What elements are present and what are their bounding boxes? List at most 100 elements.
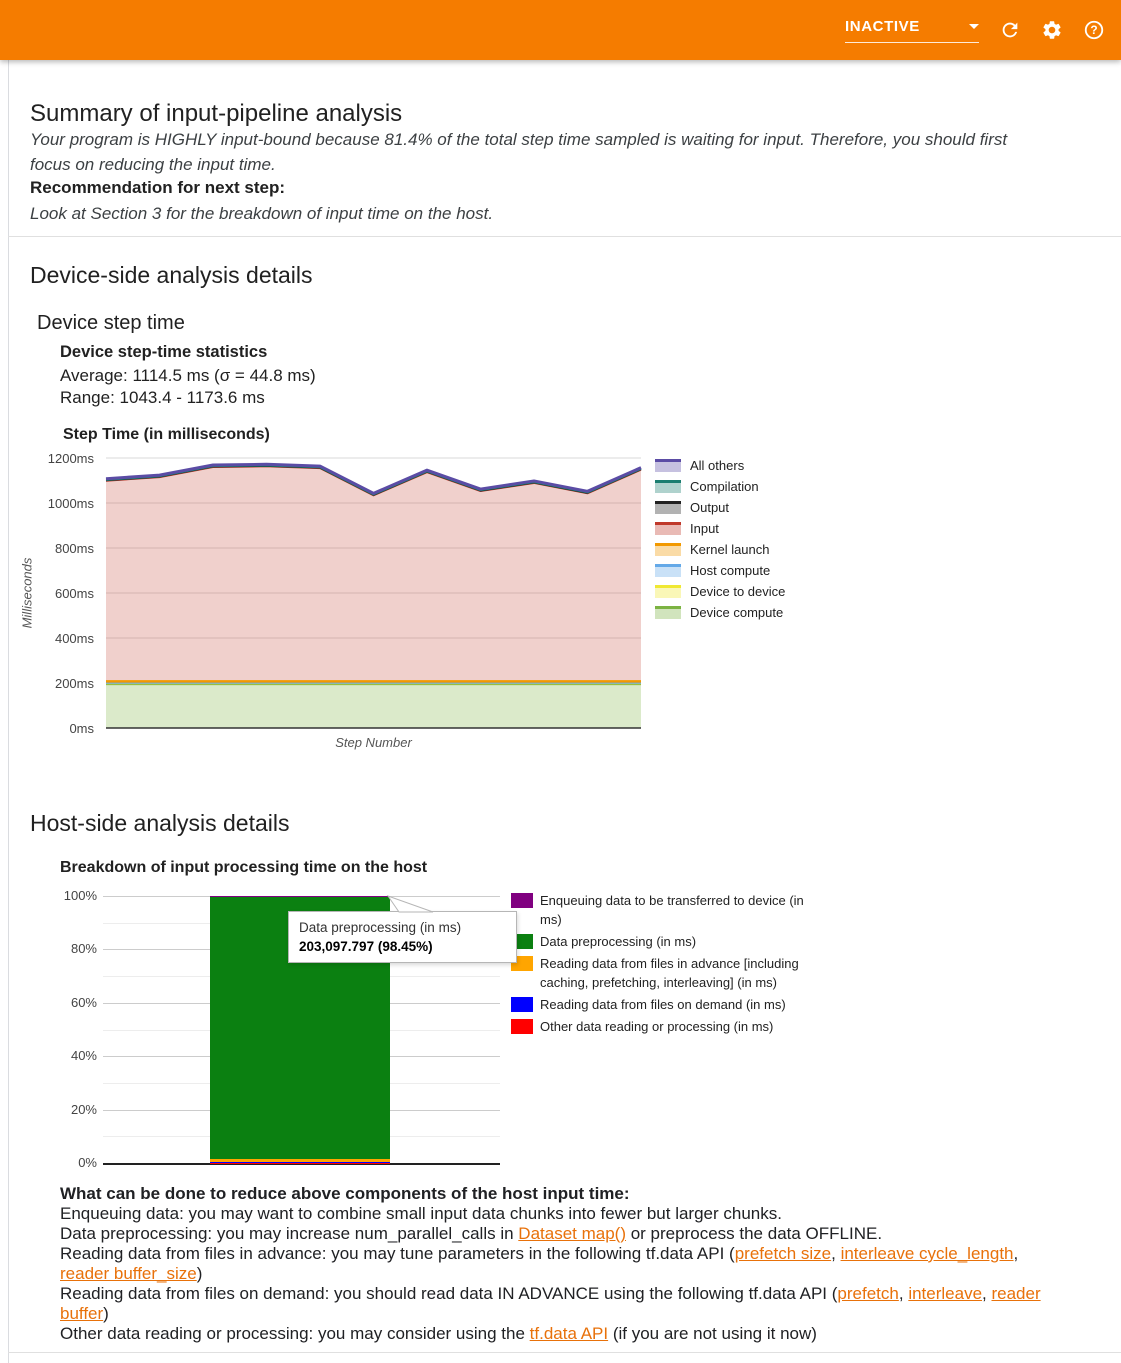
legend-item-output: Output — [655, 500, 785, 515]
legend-swatch — [655, 585, 681, 598]
device-step-time-subtitle: Device step time — [37, 312, 185, 334]
legend-item-reading-data-from-files-in-advance-inclu: Reading data from files in advance [incl… — [511, 954, 806, 992]
host-y-tick: 0% — [78, 1155, 97, 1170]
legend-swatch — [655, 606, 681, 619]
advice-lines: Enqueuing data: you may want to combine … — [60, 1204, 1102, 1344]
advice-text: , — [898, 1284, 909, 1303]
host-y-tick: 80% — [70, 941, 97, 957]
advice-text: Enqueuing data: you may want to combine … — [60, 1204, 782, 1223]
run-selector[interactable]: INACTIVE — [845, 18, 979, 43]
device-chart-title: Step Time (in milliseconds) — [63, 426, 270, 443]
link-dataset-map-[interactable]: Dataset map() — [518, 1224, 626, 1243]
legend-label: Other data reading or processing (in ms) — [540, 1019, 774, 1034]
device-section-title: Device-side analysis details — [30, 262, 313, 288]
legend-label: Kernel launch — [690, 542, 770, 557]
host-input-advice: What can be done to reduce above compone… — [60, 1183, 1102, 1344]
link-prefetch[interactable]: prefetch — [837, 1284, 899, 1303]
host-y-tick: 100% — [63, 888, 97, 903]
bar-tooltip: Data preprocessing (in ms) 203,097.797 (… — [288, 911, 517, 963]
legend-item-compilation: Compilation — [655, 479, 785, 494]
advice-text: Other data reading or processing: you ma… — [60, 1324, 530, 1343]
summary-body-line1: Your program is HIGHLY input-bound becau… — [30, 130, 1008, 149]
bar-segment-reading-data-from-files-in-advance-inclu[interactable] — [210, 1159, 390, 1163]
link-prefetch-size[interactable]: prefetch size — [734, 1244, 832, 1263]
host-section-title: Host-side analysis details — [30, 810, 290, 836]
advice-text: Reading data from files on demand: you s… — [60, 1284, 838, 1303]
advice-text: , — [831, 1244, 841, 1263]
legend-swatch — [655, 564, 681, 577]
help-icon[interactable]: ? — [1083, 19, 1105, 41]
host-x-axis-line — [103, 1163, 500, 1165]
summary-body: Your program is HIGHLY input-bound becau… — [30, 127, 1100, 177]
tooltip-value: 203,097.797 (98.45%) — [299, 939, 433, 954]
device-chart-x-axis-label: Step Number — [335, 735, 412, 750]
tooltip-callout — [386, 895, 434, 913]
advice-text: ) — [103, 1304, 109, 1323]
host-input-breakdown-chart: Breakdown of input processing time on th… — [0, 850, 1121, 1180]
legend-label: Output — [690, 500, 730, 515]
legend-swatch — [511, 893, 533, 908]
run-selector-value: INACTIVE — [845, 17, 920, 35]
legend-label: Host compute — [690, 563, 771, 578]
content-left-border — [8, 60, 9, 1363]
legend-swatch — [655, 501, 681, 514]
device-y-tick: 600ms — [54, 586, 94, 601]
advice-line-2: Data preprocessing: you may increase num… — [60, 1224, 1102, 1244]
link-reader[interactable]: reader — [991, 1284, 1041, 1303]
legend-item-device-compute: Device compute — [655, 605, 785, 620]
host-chart-title: Breakdown of input processing time on th… — [60, 859, 428, 876]
device-stats-range: Range: 1043.4 - 1173.6 ms — [60, 388, 265, 407]
device-y-tick: 1200ms — [47, 451, 94, 466]
legend-label: Device compute — [690, 605, 784, 620]
advice-heading: What can be done to reduce above compone… — [60, 1184, 630, 1203]
legend-item-enqueuing-data-to-be-transferred-to-devi: Enqueuing data to be transferred to devi… — [511, 891, 806, 929]
legend-item-data-preprocessing-in-ms-: Data preprocessing (in ms) — [511, 932, 806, 951]
link-tf-data-api[interactable]: tf.data API — [529, 1324, 609, 1343]
device-stats-average: Average: 1114.5 ms (σ = 44.8 ms) — [60, 366, 316, 385]
legend-swatch — [655, 480, 681, 493]
host-chart-legend: Enqueuing data to be transferred to devi… — [511, 891, 806, 1039]
summary-body-line2: focus on reducing the input time. — [30, 155, 276, 174]
advice-text: Data preprocessing: you may increase num… — [60, 1224, 519, 1243]
device-chart-y-axis-label: Milliseconds — [19, 557, 35, 629]
advice-text: , — [1013, 1244, 1019, 1263]
summary-title: Summary of input-pipeline analysis — [30, 100, 403, 127]
svg-text:?: ? — [1090, 23, 1097, 37]
device-chart-plot-area[interactable] — [105, 457, 642, 730]
legend-item-reading-data-from-files-on-demand-in-ms-: Reading data from files on demand (in ms… — [511, 995, 806, 1014]
settings-icon[interactable] — [1041, 19, 1063, 41]
legend-item-device-to-device: Device to device — [655, 584, 786, 599]
legend-swatch — [511, 997, 533, 1012]
legend-item-kernel-launch: Kernel launch — [655, 542, 785, 557]
advice-line-4: Reading data from files on demand: you s… — [60, 1284, 1102, 1324]
legend-label: Device to device — [690, 584, 786, 599]
legend-item-host-compute: Host compute — [655, 563, 785, 578]
advice-line-3: Reading data from files in advance: you … — [60, 1244, 1102, 1284]
link-buffer[interactable]: buffer — [60, 1304, 104, 1323]
legend-swatch — [655, 522, 681, 535]
legend-swatch — [511, 1019, 533, 1034]
legend-label: Compilation — [690, 479, 759, 494]
legend-item-other-data-reading-or-processing-in-ms-: Other data reading or processing (in ms) — [511, 1017, 806, 1036]
device-y-tick: 200ms — [54, 676, 94, 691]
section-divider — [8, 236, 1121, 237]
advice-line-1: Enqueuing data: you may want to combine … — [60, 1204, 1102, 1224]
refresh-icon[interactable] — [999, 19, 1021, 41]
link-reader-buffer-size[interactable]: reader buffer_size — [60, 1264, 197, 1283]
device-chart-legend: All others Compilation Output Input Kernel l… — [655, 458, 786, 627]
legend-label: All others — [690, 458, 745, 473]
device-step-time-chart: Step Time (in milliseconds) 0ms 200ms 400m… — [0, 420, 1121, 765]
legend-label: Reading data from files in advance [incl… — [540, 956, 799, 990]
toolbar: INACTIVE ? — [0, 0, 1121, 60]
tooltip-label: Data preprocessing (in ms) — [299, 920, 462, 935]
legend-item-all-others: All others — [655, 458, 785, 473]
recommendation-label: Recommendation for next step: — [30, 178, 286, 197]
advice-text: or preprocess the data OFFLINE. — [626, 1224, 883, 1243]
legend-item-input: Input — [655, 521, 785, 536]
link-interleave[interactable]: interleave — [908, 1284, 983, 1303]
recommendation-text: Look at Section 3 for the breakdown of i… — [30, 204, 494, 223]
legend-label: Input — [690, 521, 719, 536]
link-interleave-cycle-length[interactable]: interleave cycle_length — [840, 1244, 1014, 1263]
device-y-tick: 0ms — [69, 721, 94, 736]
